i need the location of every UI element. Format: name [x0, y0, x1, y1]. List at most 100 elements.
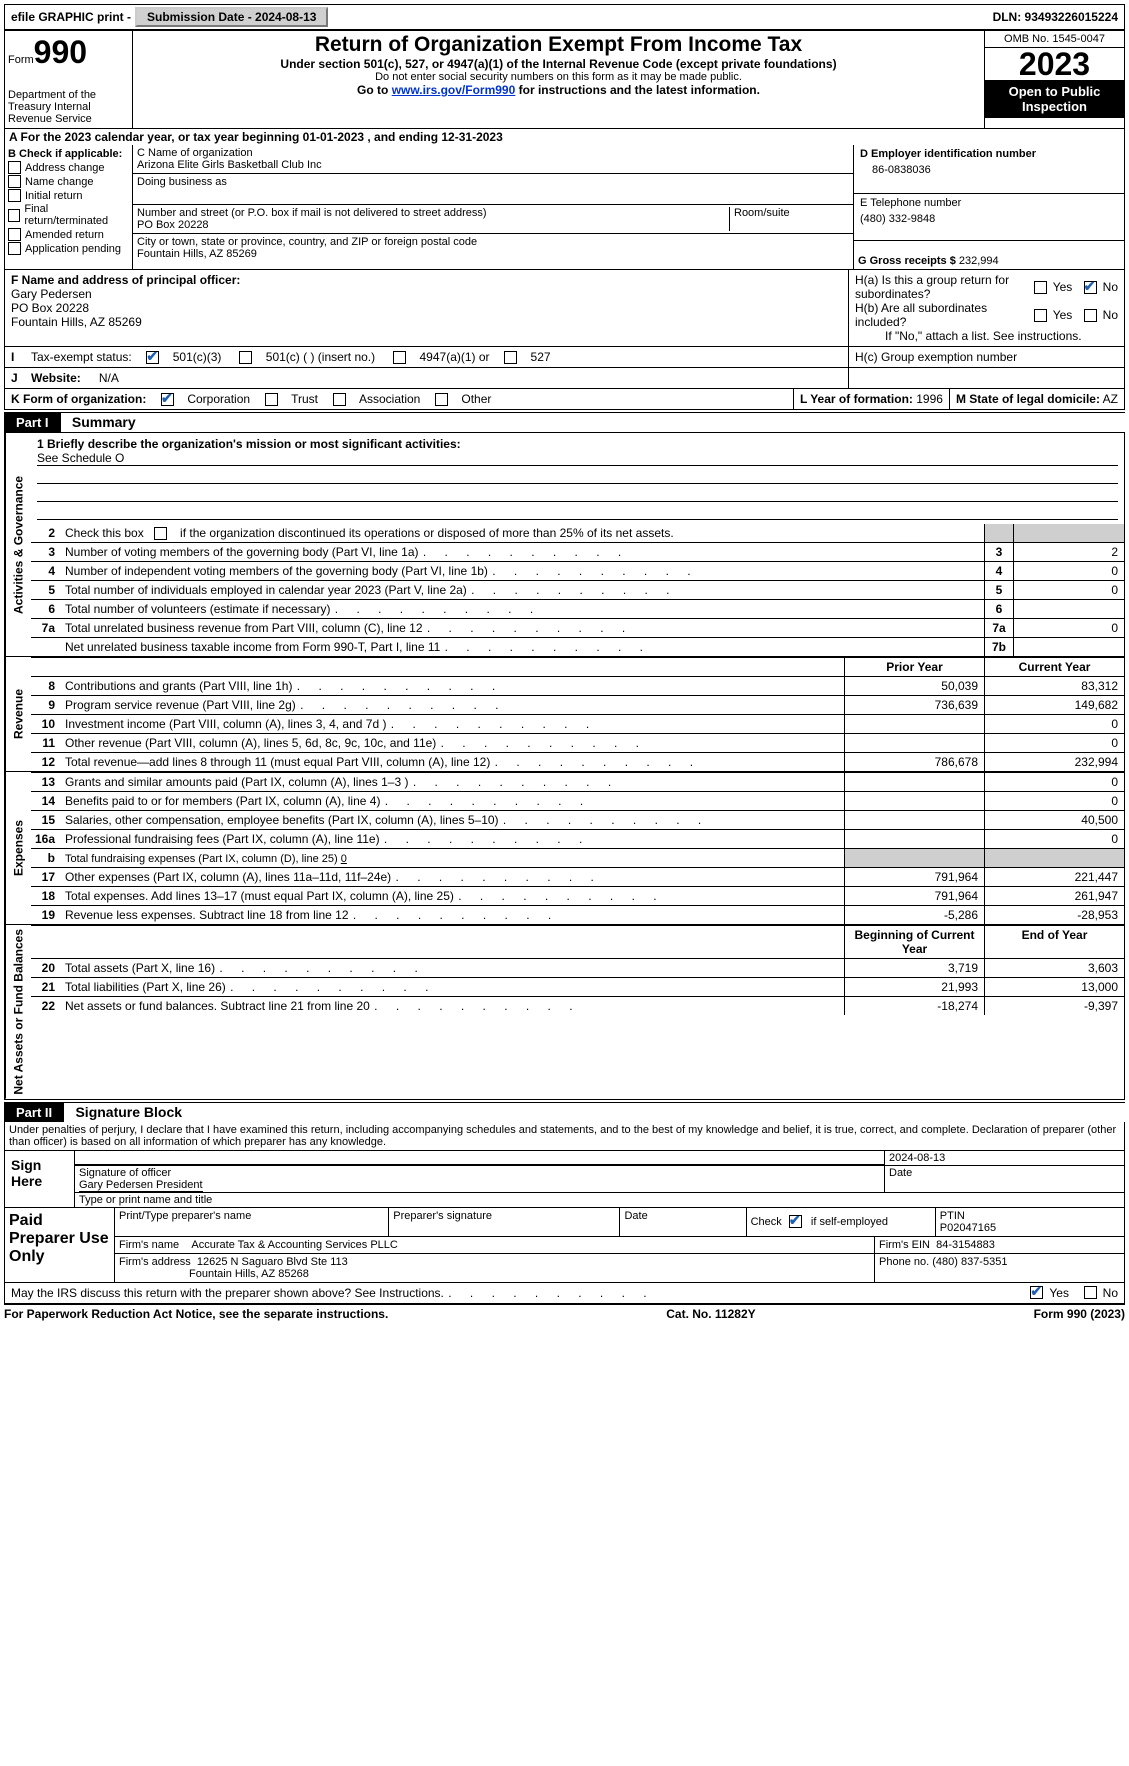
- checkbox-initial-return[interactable]: [8, 189, 21, 202]
- entity-block: B Check if applicable: Address change Na…: [4, 145, 1125, 270]
- summary-line: 19Revenue less expenses. Subtract line 1…: [31, 905, 1124, 924]
- officer-addr1: PO Box 20228: [11, 301, 89, 315]
- pp-check-post: if self-employed: [808, 1216, 888, 1228]
- dba-lbl: Doing business as: [137, 176, 849, 188]
- summary-line: 4Number of independent voting members of…: [31, 561, 1124, 580]
- officer-h-block: F Name and address of principal officer:…: [4, 270, 1125, 389]
- summary-line: 11Other revenue (Part VIII, column (A), …: [31, 733, 1124, 752]
- k-assoc[interactable]: [333, 393, 346, 406]
- firm-name-lbl: Firm's name: [119, 1239, 179, 1251]
- part2-badge: Part II: [4, 1103, 64, 1122]
- checkbox-address-change[interactable]: [8, 161, 21, 174]
- summary-line: Net unrelated business taxable income fr…: [31, 637, 1124, 656]
- ein-val: 86-0838036: [860, 164, 1118, 176]
- summary-line: 9Program service revenue (Part VIII, lin…: [31, 695, 1124, 714]
- i-501c3[interactable]: [146, 351, 159, 364]
- pp-self-employed[interactable]: [789, 1215, 802, 1228]
- firm-addr1: 12625 N Saguaro Blvd Ste 113: [197, 1256, 348, 1268]
- hc-lbl: H(c) Group exemption number: [848, 347, 1124, 367]
- ha-yes[interactable]: [1034, 281, 1047, 294]
- firm-name-val: Accurate Tax & Accounting Services PLLC: [191, 1239, 397, 1251]
- pra-notice: For Paperwork Reduction Act Notice, see …: [4, 1307, 388, 1321]
- l1-val: See Schedule O: [37, 451, 1118, 466]
- k-other[interactable]: [435, 393, 448, 406]
- k-corp[interactable]: [161, 393, 174, 406]
- sign-here-label: Sign Here: [5, 1151, 75, 1207]
- open-public-label: Open to Public Inspection: [985, 80, 1124, 118]
- checkbox-app-pending[interactable]: [8, 242, 21, 255]
- firm-addr2: Fountain Hills, AZ 85268: [119, 1268, 309, 1280]
- i-o1: 501(c)(3): [173, 350, 222, 364]
- summary-line: 13Grants and similar amounts paid (Part …: [31, 772, 1124, 791]
- discuss-no[interactable]: [1084, 1286, 1097, 1299]
- submission-date-button[interactable]: Submission Date - 2024-08-13: [135, 7, 328, 27]
- header-subtitle: Under section 501(c), 527, or 4947(a)(1)…: [139, 57, 978, 71]
- part2-header: Part II Signature Block: [4, 1102, 1125, 1122]
- hb-yes[interactable]: [1034, 309, 1047, 322]
- summary-line: 20Total assets (Part X, line 16)3,7193,6…: [31, 958, 1124, 977]
- summary-line: 6Total number of volunteers (estimate if…: [31, 599, 1124, 618]
- i-527[interactable]: [504, 351, 517, 364]
- j-lbl: Website:: [31, 371, 81, 385]
- i-o4: 527: [531, 350, 551, 364]
- checkbox-final-return[interactable]: [8, 209, 20, 222]
- hb-no-lbl: No: [1103, 308, 1118, 322]
- opt-initial: Initial return: [25, 190, 82, 202]
- signature-section: Sign Here 2024-08-13 Signature of office…: [4, 1150, 1125, 1304]
- k-o2: Trust: [291, 392, 318, 406]
- hb-no[interactable]: [1084, 309, 1097, 322]
- part1-badge: Part I: [4, 413, 61, 432]
- i-o3: 4947(a)(1) or: [420, 350, 490, 364]
- j-val: N/A: [99, 371, 119, 385]
- firm-ein-val: 84-3154883: [936, 1239, 995, 1251]
- checkbox-amended[interactable]: [8, 228, 21, 241]
- sig-date: 2024-08-13: [884, 1151, 1124, 1165]
- k-trust[interactable]: [265, 393, 278, 406]
- checkbox-name-change[interactable]: [8, 175, 21, 188]
- header-warning: Do not enter social security numbers on …: [139, 71, 978, 83]
- firm-addr-lbl: Firm's address: [119, 1256, 191, 1268]
- l1-lbl: 1 Briefly describe the organization's mi…: [37, 437, 461, 451]
- phone-lbl: Phone no.: [879, 1256, 929, 1268]
- summary-line: 16aProfessional fundraising fees (Part I…: [31, 829, 1124, 848]
- page-footer: For Paperwork Reduction Act Notice, see …: [4, 1304, 1125, 1321]
- hb-lbl: H(b) Are all subordinates included?: [855, 301, 1030, 329]
- l2-checkbox[interactable]: [154, 527, 167, 540]
- l-lbl: L Year of formation:: [800, 392, 913, 406]
- ha-lbl: H(a) Is this a group return for subordin…: [855, 273, 1030, 301]
- discuss-no-lbl: No: [1103, 1286, 1118, 1300]
- k-o3: Association: [359, 392, 420, 406]
- m-lbl: M State of legal domicile:: [956, 392, 1100, 406]
- tel-lbl: E Telephone number: [860, 197, 1118, 209]
- dept-label: Department of the Treasury Internal Reve…: [8, 89, 129, 125]
- part1-header: Part I Summary: [4, 412, 1125, 432]
- firm-ein-lbl: Firm's EIN: [879, 1239, 930, 1251]
- i-lbl: Tax-exempt status:: [31, 350, 132, 364]
- i-4947[interactable]: [393, 351, 406, 364]
- gross-lbl: G Gross receipts $: [858, 255, 956, 267]
- k-o4: Other: [461, 392, 491, 406]
- summary-line: 17Other expenses (Part IX, column (A), l…: [31, 867, 1124, 886]
- ha-no-lbl: No: [1103, 280, 1118, 294]
- i-501c[interactable]: [239, 351, 252, 364]
- hdr-bocy: Beginning of Current Year: [844, 926, 984, 958]
- hdr-prior-year: Prior Year: [844, 658, 984, 676]
- k-o1: Corporation: [187, 392, 250, 406]
- summary-line: 14Benefits paid to or for members (Part …: [31, 791, 1124, 810]
- l-val: 1996: [916, 392, 943, 406]
- opt-pending: Application pending: [25, 243, 121, 255]
- i-o2: 501(c) ( ) (insert no.): [266, 350, 375, 364]
- side-expenses: Expenses: [5, 772, 31, 924]
- pp-date-lbl: Date: [619, 1208, 745, 1236]
- officer-signed: Gary Pedersen President: [79, 1179, 203, 1192]
- irs-link[interactable]: www.irs.gov/Form990: [392, 83, 516, 97]
- b-label: B Check if applicable:: [8, 148, 129, 160]
- discuss-yes[interactable]: [1030, 1286, 1043, 1299]
- org-name: Arizona Elite Girls Basketball Club Inc: [137, 159, 849, 171]
- k-lbl: K Form of organization:: [11, 392, 146, 406]
- opt-final: Final return/terminated: [24, 203, 129, 227]
- pp-check-pre: Check: [751, 1216, 785, 1228]
- ha-no[interactable]: [1084, 281, 1097, 294]
- discuss-text: May the IRS discuss this return with the…: [11, 1286, 648, 1300]
- hb-note: If "No," attach a list. See instructions…: [855, 329, 1118, 343]
